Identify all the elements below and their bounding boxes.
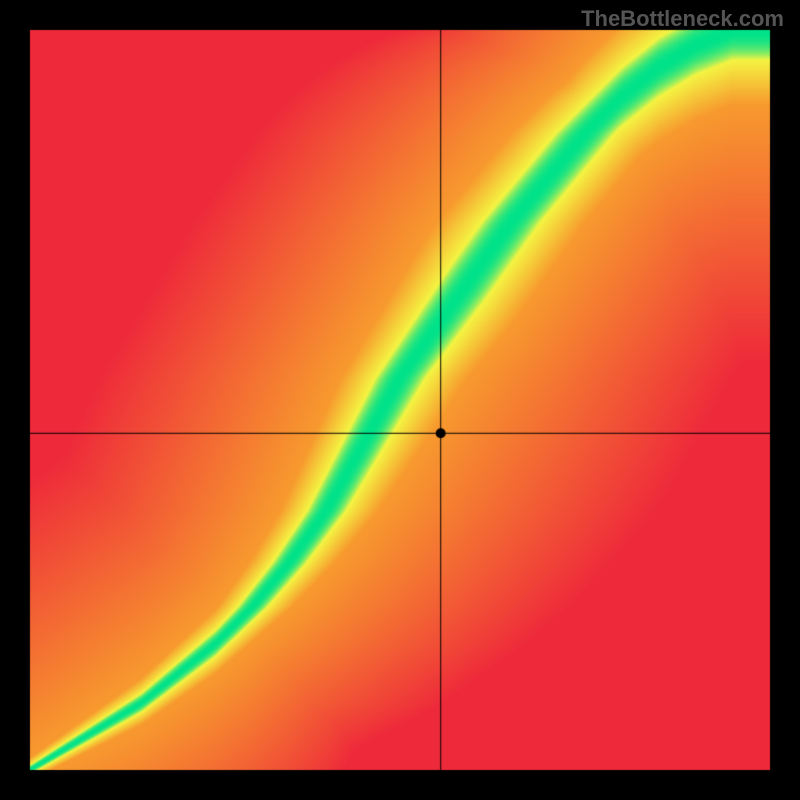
bottleneck-heatmap — [0, 0, 800, 800]
watermark-text: TheBottleneck.com — [581, 6, 784, 32]
chart-container: TheBottleneck.com — [0, 0, 800, 800]
